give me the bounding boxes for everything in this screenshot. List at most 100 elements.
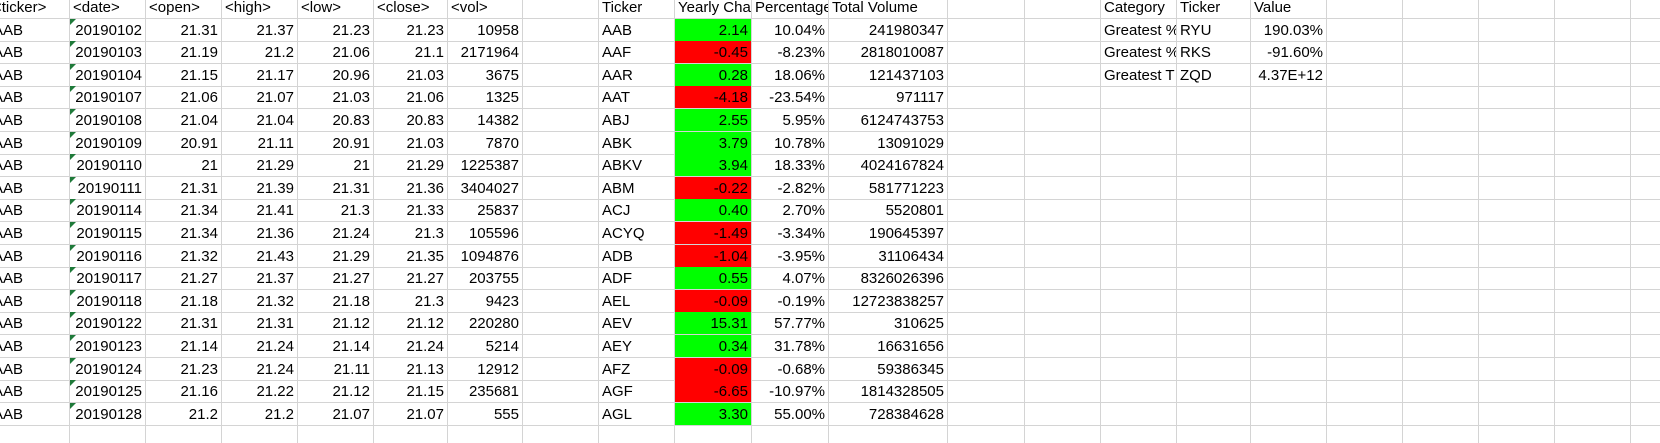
summary-ticker-cell[interactable]: ABM <box>599 177 675 200</box>
cell[interactable] <box>1631 358 1660 381</box>
value-cell[interactable]: 21.2 <box>146 403 222 426</box>
header-cell[interactable]: <ticker> <box>0 0 70 19</box>
value-cell[interactable]: 203755 <box>448 267 523 290</box>
ticker-cell[interactable]: AAB <box>0 132 70 155</box>
cell[interactable] <box>1177 267 1251 290</box>
percent-change-cell[interactable]: 4.07% <box>752 267 829 290</box>
cell[interactable] <box>1101 403 1177 426</box>
summary-ticker-cell[interactable]: AEV <box>599 312 675 335</box>
cell[interactable] <box>1101 380 1177 403</box>
date-cell[interactable]: 20190111 <box>70 177 146 200</box>
value-cell[interactable]: 21.04 <box>222 109 298 132</box>
date-cell[interactable]: 20190108 <box>70 109 146 132</box>
cell[interactable] <box>1403 358 1479 381</box>
cell[interactable] <box>1327 380 1403 403</box>
greatest-value-cell[interactable]: -91.60% <box>1251 41 1327 64</box>
summary-ticker-cell[interactable]: AAF <box>599 41 675 64</box>
value-cell[interactable]: 21.41 <box>222 199 298 222</box>
cell[interactable] <box>948 177 1025 200</box>
cell[interactable] <box>1403 41 1479 64</box>
cell[interactable] <box>1025 86 1101 109</box>
cell[interactable] <box>1327 132 1403 155</box>
value-cell[interactable]: 21.14 <box>298 335 374 358</box>
cell[interactable] <box>1025 290 1101 313</box>
percent-change-cell[interactable]: 55.00% <box>752 403 829 426</box>
ticker-cell[interactable]: AAB <box>0 290 70 313</box>
cell[interactable] <box>523 109 599 132</box>
cell[interactable] <box>523 199 599 222</box>
cell[interactable] <box>948 19 1025 42</box>
summary-ticker-cell[interactable]: AAR <box>599 64 675 87</box>
header-cell[interactable]: Total Volume <box>829 0 948 19</box>
ticker-cell[interactable]: AAB <box>0 177 70 200</box>
value-cell[interactable]: 21.23 <box>374 19 448 42</box>
yearly-change-cell[interactable]: 0.40 <box>675 199 752 222</box>
cell[interactable] <box>1631 86 1660 109</box>
cell[interactable] <box>1479 312 1555 335</box>
total-volume-cell[interactable]: 241980347 <box>829 19 948 42</box>
percent-change-cell[interactable]: 18.06% <box>752 64 829 87</box>
date-cell[interactable]: 20190114 <box>70 199 146 222</box>
total-volume-cell[interactable]: 8326026396 <box>829 267 948 290</box>
cell[interactable] <box>1631 19 1660 42</box>
cell[interactable] <box>222 425 298 443</box>
cell[interactable] <box>1479 199 1555 222</box>
ticker-cell[interactable]: AAB <box>0 86 70 109</box>
cell[interactable] <box>1327 267 1403 290</box>
value-cell[interactable]: 21.18 <box>146 290 222 313</box>
cell[interactable] <box>1327 335 1403 358</box>
cell[interactable] <box>1025 358 1101 381</box>
value-cell[interactable]: 21.27 <box>298 267 374 290</box>
total-volume-cell[interactable]: 6124743753 <box>829 109 948 132</box>
cell[interactable] <box>1327 64 1403 87</box>
cell[interactable] <box>1555 19 1631 42</box>
value-cell[interactable]: 12912 <box>448 358 523 381</box>
value-cell[interactable]: 3675 <box>448 64 523 87</box>
cell[interactable] <box>1025 222 1101 245</box>
greatest-ticker-cell[interactable]: RKS <box>1177 41 1251 64</box>
cell[interactable] <box>1555 245 1631 268</box>
cell[interactable] <box>1631 0 1660 19</box>
cell[interactable] <box>1251 199 1327 222</box>
value-cell[interactable]: 21.22 <box>222 380 298 403</box>
total-volume-cell[interactable]: 31106434 <box>829 245 948 268</box>
value-cell[interactable]: 21.07 <box>222 86 298 109</box>
cell[interactable] <box>948 290 1025 313</box>
value-cell[interactable]: 3404027 <box>448 177 523 200</box>
cell[interactable] <box>1327 312 1403 335</box>
cell[interactable] <box>948 425 1025 443</box>
yearly-change-cell[interactable]: -1.49 <box>675 222 752 245</box>
cell[interactable] <box>1403 132 1479 155</box>
date-cell[interactable]: 20190102 <box>70 19 146 42</box>
value-cell[interactable]: 21.24 <box>222 358 298 381</box>
cell[interactable] <box>599 425 675 443</box>
cell[interactable] <box>1251 380 1327 403</box>
value-cell[interactable]: 21.36 <box>374 177 448 200</box>
cell[interactable] <box>1101 312 1177 335</box>
total-volume-cell[interactable]: 190645397 <box>829 222 948 245</box>
cell[interactable] <box>1555 109 1631 132</box>
value-cell[interactable]: 25837 <box>448 199 523 222</box>
value-cell[interactable]: 1325 <box>448 86 523 109</box>
value-cell[interactable]: 1225387 <box>448 154 523 177</box>
cell[interactable] <box>1251 245 1327 268</box>
cell[interactable] <box>1251 290 1327 313</box>
category-cell[interactable]: Greatest T <box>1101 64 1177 87</box>
cell[interactable] <box>1025 312 1101 335</box>
cell[interactable] <box>1327 403 1403 426</box>
yearly-change-cell[interactable]: -0.09 <box>675 290 752 313</box>
cell[interactable] <box>1403 312 1479 335</box>
percent-change-cell[interactable]: -0.68% <box>752 358 829 381</box>
header-cell[interactable]: Ticker <box>599 0 675 19</box>
cell[interactable] <box>1177 245 1251 268</box>
cell[interactable] <box>1177 425 1251 443</box>
value-cell[interactable]: 20.91 <box>298 132 374 155</box>
header-cell[interactable]: Percentage <box>752 0 829 19</box>
value-cell[interactable]: 21.34 <box>146 222 222 245</box>
cell[interactable] <box>1101 109 1177 132</box>
cell[interactable] <box>1631 154 1660 177</box>
yearly-change-cell[interactable]: 2.14 <box>675 19 752 42</box>
summary-ticker-cell[interactable]: ABK <box>599 132 675 155</box>
cell[interactable] <box>1101 358 1177 381</box>
value-cell[interactable]: 21.12 <box>374 312 448 335</box>
